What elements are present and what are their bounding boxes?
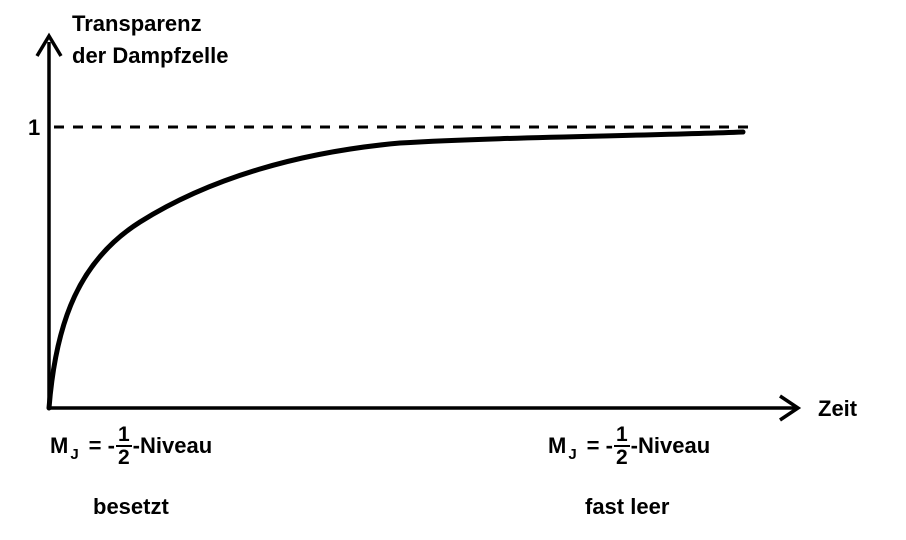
- mj-level-left: M J = -1 2 -Niveau: [50, 424, 212, 468]
- niveau-suffix: -Niveau: [630, 433, 711, 458]
- x-axis-arrowhead: [779, 394, 802, 422]
- transparency-curve: [46, 129, 746, 411]
- y-tick-label-1: 1: [28, 115, 41, 140]
- mj-symbol: M: [50, 433, 69, 458]
- mj-equals: = -: [586, 433, 613, 458]
- fraction-numerator: 1: [613, 423, 630, 447]
- x-axis-label: Zeit: [818, 396, 858, 421]
- fraction-denominator: 2: [117, 446, 130, 469]
- mj-subscript: J: [70, 445, 79, 463]
- niveau-suffix: -Niveau: [132, 433, 213, 458]
- y-axis-label-line-2: der Dampfzelle: [72, 43, 229, 68]
- mj-equals: = -: [88, 433, 115, 458]
- mj-symbol: M: [548, 433, 567, 458]
- fraction-numerator: 1: [115, 423, 132, 447]
- y-axis-arrowhead: [35, 32, 63, 57]
- mj-subscript: J: [568, 445, 577, 463]
- y-axis-label-line-1: Transparenz: [72, 11, 202, 36]
- y-axis-label: Transparenz der Dampfzelle: [72, 8, 229, 72]
- state-label-right: fast leer: [585, 494, 670, 519]
- mj-level-right: M J = -1 2 -Niveau: [548, 424, 710, 468]
- fraction-denominator: 2: [615, 446, 628, 469]
- state-label-left: besetzt: [93, 494, 169, 519]
